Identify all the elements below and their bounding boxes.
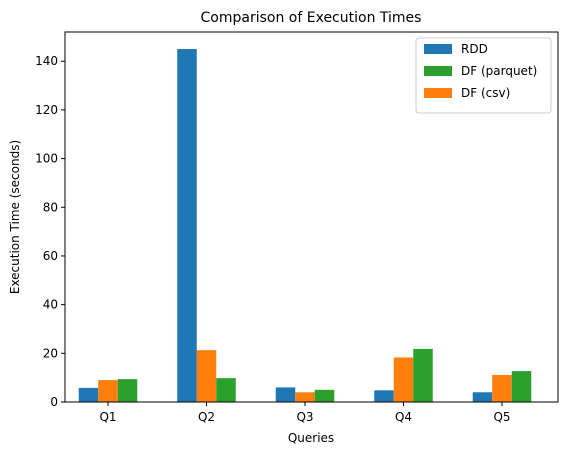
bar-df-csv-q5 xyxy=(492,374,512,402)
bar-df-csv-q1 xyxy=(98,380,118,402)
bar-rdd-q5 xyxy=(472,392,493,402)
bar-rdd-q3 xyxy=(275,387,296,402)
y-tick-label: 120 xyxy=(35,103,58,117)
y-tick-label: 60 xyxy=(43,249,58,263)
bars-layer xyxy=(78,49,532,402)
y-tick-label: 40 xyxy=(43,298,58,312)
legend-label-df-csv: DF (csv) xyxy=(461,86,510,100)
y-tick-label: 100 xyxy=(35,152,58,166)
bar-df-parquet-q3 xyxy=(314,389,335,402)
y-axis-label: Execution Time (seconds) xyxy=(8,140,22,294)
chart-title: Comparison of Execution Times xyxy=(201,10,422,26)
legend-swatch-df-parquet xyxy=(424,66,452,76)
legend: RDD DF (parquet) DF (csv) xyxy=(415,37,552,114)
bar-df-csv-q3 xyxy=(295,392,315,402)
bar-rdd-q1 xyxy=(78,387,99,402)
x-tick-label: Q4 xyxy=(395,410,412,424)
y-axis: 0 20 40 60 80 100 120 140 xyxy=(35,54,65,409)
legend-label-rdd: RDD xyxy=(461,42,488,56)
y-tick-label: 0 xyxy=(50,395,58,409)
bar-df-parquet-q1 xyxy=(117,379,138,402)
legend-label-df-parquet: DF (parquet) xyxy=(461,64,537,78)
legend-swatch-df-csv xyxy=(424,88,452,98)
y-tick-label: 20 xyxy=(43,346,58,360)
bar-df-parquet-q5 xyxy=(511,371,532,402)
x-tick-label: Q3 xyxy=(296,410,313,424)
y-tick-label: 140 xyxy=(35,54,58,68)
x-axis: Q1 Q2 Q3 Q4 Q5 xyxy=(99,402,511,424)
y-tick-label: 80 xyxy=(43,200,58,214)
x-tick-label: Q5 xyxy=(493,410,510,424)
bar-df-parquet-q2 xyxy=(216,378,236,402)
bar-rdd-q4 xyxy=(374,390,394,402)
x-axis-label: Queries xyxy=(288,431,334,445)
bar-df-csv-q4 xyxy=(393,357,414,402)
bar-rdd-q2 xyxy=(177,49,197,402)
bar-df-csv-q2 xyxy=(196,350,217,402)
legend-swatch-rdd xyxy=(424,44,452,54)
bar-df-parquet-q4 xyxy=(413,348,433,402)
plot-frame xyxy=(64,31,559,403)
x-tick-label: Q1 xyxy=(99,410,116,424)
x-tick-label: Q2 xyxy=(198,410,215,424)
